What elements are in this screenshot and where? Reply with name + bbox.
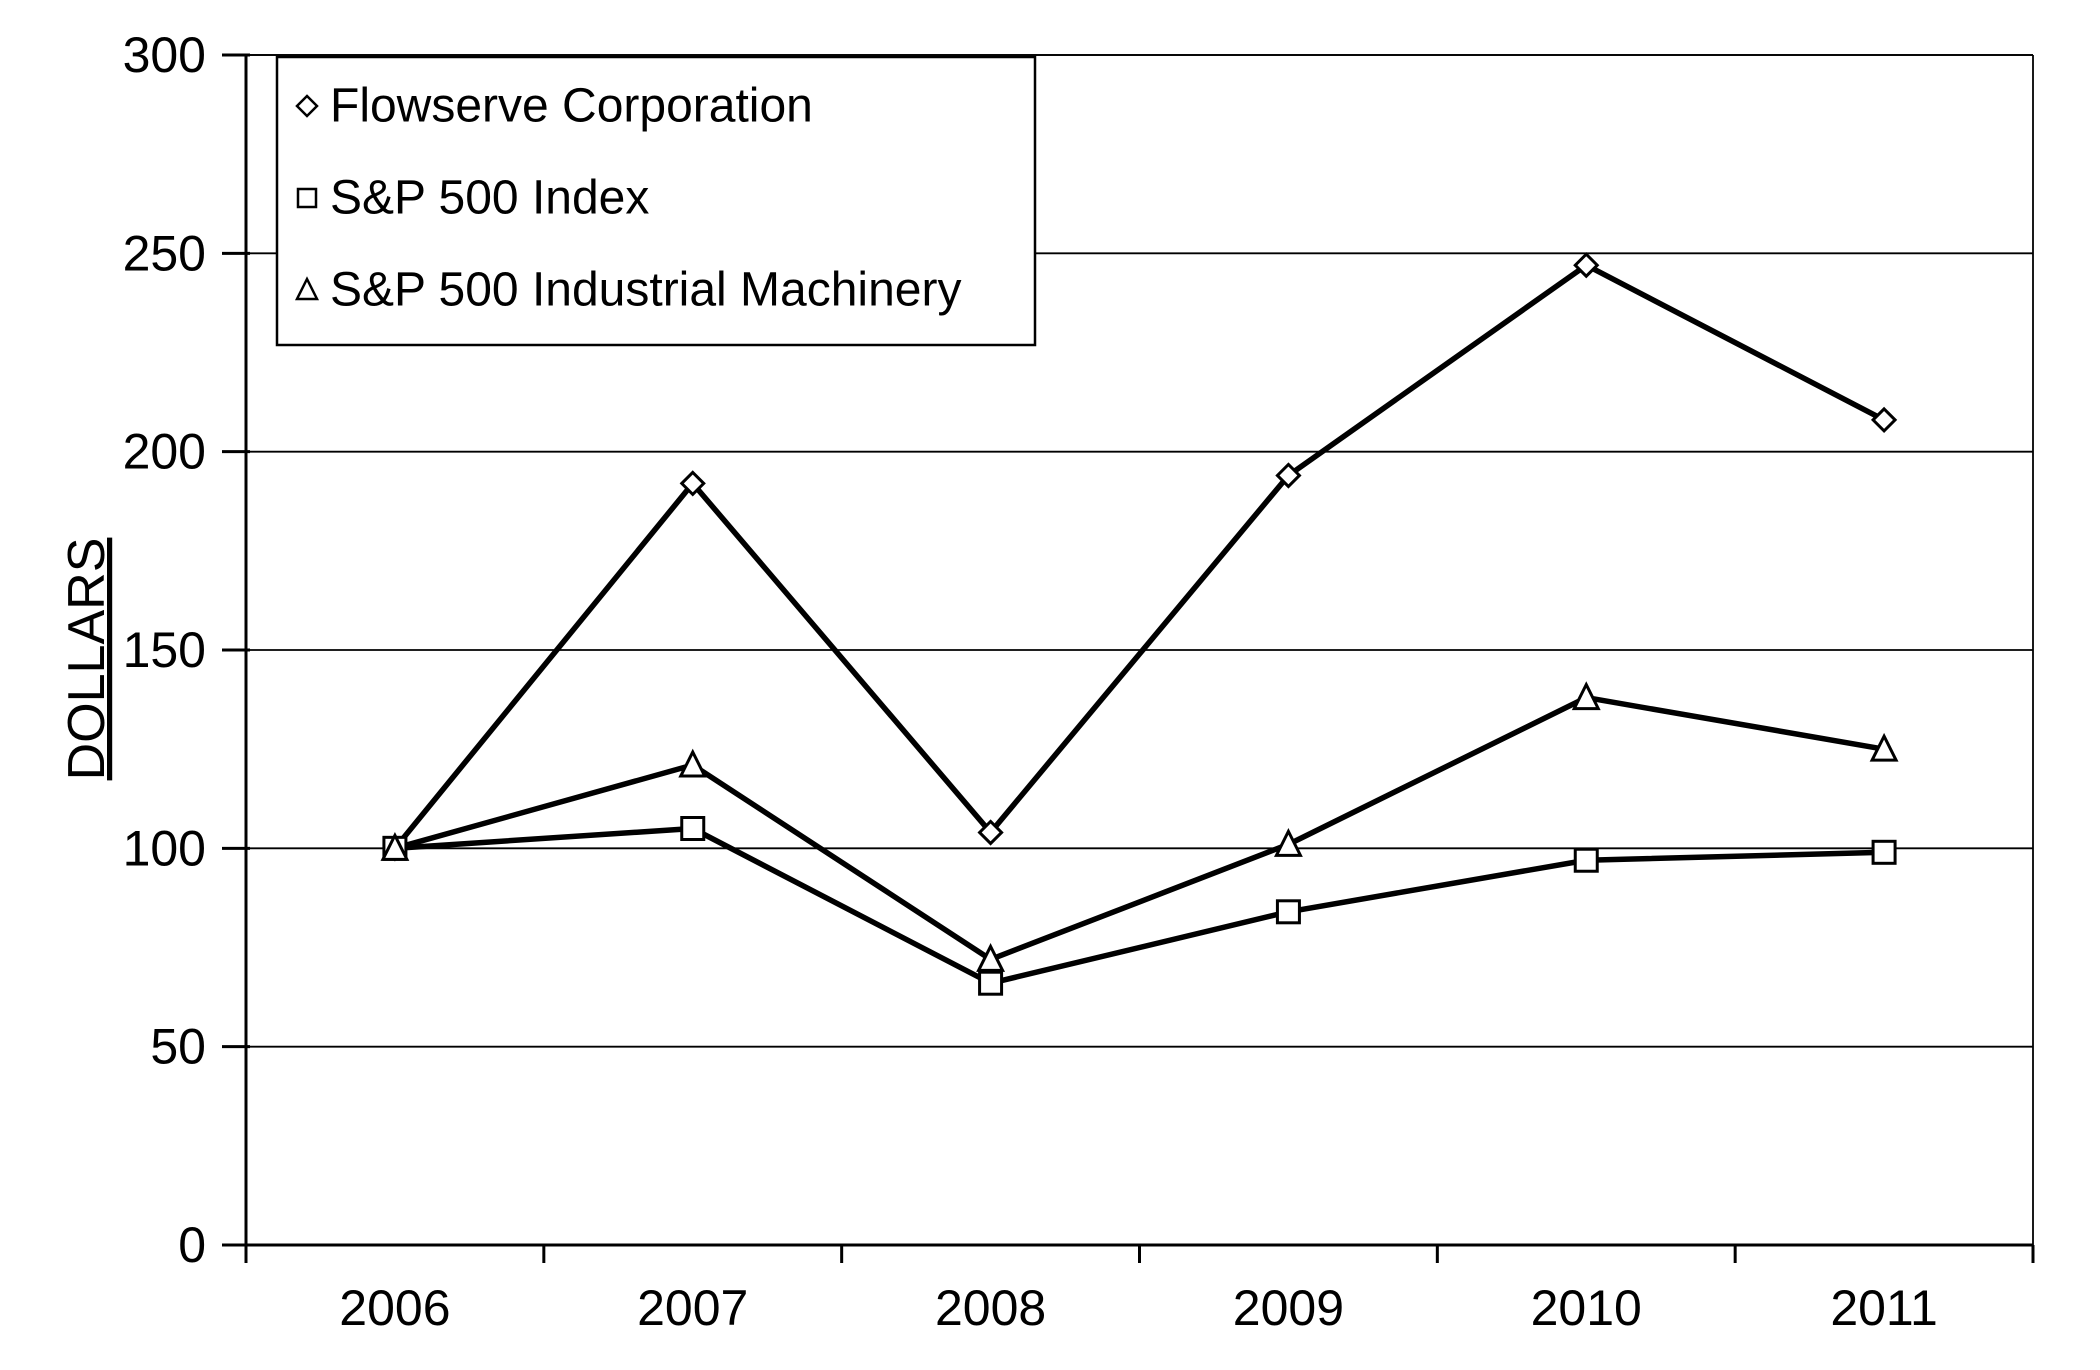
legend-item-machinery: S&P 500 Industrial Machinery	[294, 264, 961, 317]
square-marker-icon	[296, 187, 318, 209]
data-point-2-2008	[976, 943, 1006, 972]
series-line-2	[394, 694, 1885, 963]
data-point-2-2010	[1571, 681, 1601, 711]
data-point-1-2010	[1573, 847, 1599, 873]
y-tick-label-0: 0	[178, 1217, 206, 1273]
data-point-1-2007	[680, 816, 706, 841]
data-point-0-2008	[977, 819, 1004, 846]
data-point-2-2011	[1869, 732, 1899, 762]
y-axis-title: DOLLARS	[58, 538, 116, 781]
x-tick-label-2010: 2010	[1531, 1280, 1642, 1336]
y-tick-label-250: 250	[123, 225, 206, 281]
legend-item-sp500: S&P 500 Index	[296, 172, 649, 225]
data-point-0-2007	[679, 470, 706, 497]
data-point-0-2009	[1275, 462, 1302, 489]
legend-label-sp500: S&P 500 Index	[330, 172, 649, 225]
x-tick-label-2008: 2008	[935, 1280, 1046, 1336]
y-tick-label-150: 150	[123, 622, 206, 678]
x-tick-label-2007: 2007	[637, 1280, 748, 1336]
y-tick-label-200: 200	[123, 424, 206, 480]
diamond-marker-icon	[295, 94, 319, 118]
legend-label-flowserve: Flowserve Corporation	[330, 80, 813, 133]
legend-box	[275, 55, 1037, 347]
data-point-1-2009	[1275, 899, 1301, 925]
data-point-0-2010	[1573, 252, 1600, 279]
data-point-1-2011	[1871, 839, 1897, 865]
x-tick-label-2006: 2006	[339, 1280, 450, 1336]
data-point-1-2008	[978, 970, 1004, 996]
series-line-0	[392, 262, 1886, 851]
data-point-2-2009	[1273, 828, 1303, 857]
series-markers	[380, 252, 1899, 996]
series-line-1	[394, 825, 1885, 986]
x-tick-label-2011: 2011	[1830, 1280, 1938, 1336]
y-tick-label-300: 300	[123, 27, 206, 83]
triangle-marker-icon	[294, 276, 320, 301]
series-lines	[392, 262, 1886, 986]
y-tick-label-100: 100	[123, 820, 206, 876]
data-point-2-2007	[678, 748, 708, 778]
data-point-0-2011	[1870, 406, 1898, 434]
x-axis-ticks: 2006 2007 2008 2009 2010 2011	[244, 1245, 2035, 1336]
legend-item-flowserve: Flowserve Corporation	[295, 80, 813, 133]
data-point-2-2006	[380, 831, 410, 861]
y-axis-ticks: 0 50 100 150 200 250 300	[123, 27, 250, 1273]
y-tick-label-50: 50	[150, 1019, 206, 1075]
legend-label-machinery: S&P 500 Industrial Machinery	[330, 264, 961, 317]
legend: Flowserve Corporation S&P 500 Index S&P …	[275, 55, 1037, 347]
x-tick-label-2009: 2009	[1233, 1280, 1344, 1336]
